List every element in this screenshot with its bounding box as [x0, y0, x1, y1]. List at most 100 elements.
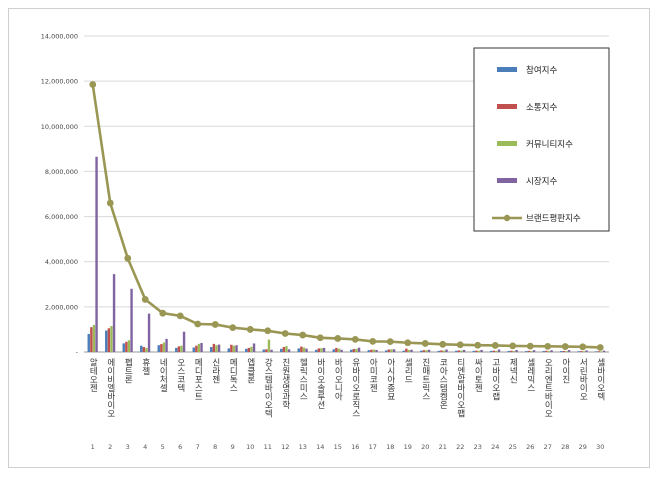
x-rank-label: 22 — [456, 443, 464, 451]
bar-소통지수 — [370, 349, 373, 352]
bar-참여지수 — [385, 350, 388, 352]
point-브랜드평판지수 — [281, 330, 289, 337]
bar-커뮤니티지수 — [127, 340, 131, 352]
bar-참여지수 — [472, 350, 475, 352]
point-브랜드평판지수 — [579, 343, 587, 351]
point-브랜드평판지수 — [509, 342, 517, 350]
bar-시장지수 — [305, 348, 308, 352]
bar-커뮤니티지수 — [92, 324, 96, 352]
bar-커뮤니티지수 — [600, 351, 603, 352]
bar-소통지수 — [562, 350, 566, 352]
point-브랜드평판지수 — [456, 341, 464, 349]
bar-시장지수 — [340, 349, 343, 352]
y-tick-label: 4,000,000 — [45, 258, 78, 266]
x-rank-label: 11 — [264, 443, 272, 451]
bar-참여지수 — [297, 348, 300, 352]
bar-커뮤니티지수 — [250, 346, 253, 352]
bar-소통지수 — [107, 328, 111, 352]
bar-참여지수 — [350, 349, 353, 352]
bar-소통지수 — [457, 350, 461, 352]
bar-소통지수 — [195, 345, 198, 352]
bar-소통지수 — [335, 347, 338, 352]
point-브랜드평판지수 — [561, 343, 569, 350]
legend-label: 커뮤니티지수 — [526, 139, 573, 150]
bar-참여지수 — [437, 350, 440, 352]
bar-소통지수 — [142, 347, 146, 352]
bar-시장지수 — [95, 156, 98, 352]
x-rank-label: 5 — [161, 443, 165, 451]
bar-참여지수 — [315, 349, 318, 352]
bar-시장지수 — [375, 349, 378, 352]
bar-시장지수 — [322, 347, 326, 352]
bar-참여지수 — [507, 350, 510, 352]
point-브랜드평판지수 — [194, 320, 202, 328]
point-브랜드평판지수 — [299, 331, 307, 339]
point-브랜드평판지수 — [124, 254, 132, 262]
y-tick-label: 8,000,000 — [45, 168, 78, 176]
bar-소통지수 — [125, 341, 128, 352]
legend-label: 참여지수 — [526, 65, 557, 76]
bar-커뮤니티지수 — [267, 339, 271, 352]
x-rank-label: 28 — [561, 443, 569, 451]
x-rank-label: 6 — [178, 443, 182, 451]
bar-소통지수 — [475, 350, 478, 352]
bar-시장지수 — [515, 349, 518, 352]
legend-label: 브랜드평판지수 — [526, 213, 581, 224]
bar-커뮤니티지수 — [337, 348, 341, 352]
bar-커뮤니티지수 — [582, 351, 586, 352]
bar-소통지수 — [177, 346, 181, 352]
point-브랜드평판지수 — [176, 312, 184, 320]
x-rank-label: 19 — [404, 443, 412, 451]
bar-소통지수 — [265, 349, 268, 352]
bar-커뮤니티지수 — [180, 345, 183, 352]
legend-label: 시장지수 — [526, 176, 557, 187]
brand-reputation-chart: 14,000,00012,000,00010,000,0008,000,0006… — [41, 33, 610, 451]
x-category-label: 싸이토젠 — [473, 357, 483, 392]
bar-참여지수 — [245, 348, 248, 352]
bar-소통지수 — [212, 343, 216, 352]
bar-커뮤니티지수 — [110, 326, 113, 352]
bar-소통지수 — [352, 349, 356, 352]
bar-커뮤니티지수 — [390, 349, 393, 352]
bar-시장지수 — [585, 350, 588, 352]
x-rank-label: 23 — [474, 443, 482, 451]
legend-swatch — [497, 104, 517, 109]
bar-소통지수 — [527, 350, 531, 352]
x-rank-label: 17 — [369, 443, 377, 451]
x-category-label: 유바이오로직스 — [350, 358, 360, 418]
bar-참여지수 — [140, 345, 143, 352]
y-tick-label: 12,000,000 — [41, 78, 78, 86]
bar-참여지수 — [420, 350, 423, 352]
x-category-label: 네이처셀 — [158, 358, 168, 392]
point-브랜드평판지수 — [264, 327, 272, 335]
x-category-label: 휴젤 — [140, 358, 150, 375]
bar-커뮤니티지수 — [460, 350, 463, 352]
x-rank-label: 8 — [213, 443, 217, 451]
bar-시장지수 — [480, 349, 483, 352]
chart-frame: 14,000,000 12,000,000 10,000,000 8,000,000 6… — [8, 8, 650, 468]
x-category-label: 오스코텍 — [175, 358, 185, 393]
bar-시장지수 — [392, 349, 396, 352]
bar-소통지수 — [90, 327, 93, 352]
y-tick-label: - — [76, 349, 79, 357]
bar-참여지수 — [595, 351, 598, 352]
bar-참여지수 — [542, 350, 545, 352]
bar-커뮤니티지수 — [425, 350, 428, 352]
bar-참여지수 — [280, 348, 283, 352]
bar-참여지수 — [175, 347, 178, 352]
x-category-label: 바이오솔루션 — [315, 357, 325, 409]
bar-시장지수 — [270, 349, 273, 352]
x-category-label: 메디포스트 — [193, 358, 203, 401]
bar-커뮤니티지수 — [495, 350, 498, 352]
bar-소통지수 — [300, 346, 303, 352]
point-브랜드평판지수 — [386, 338, 394, 346]
x-category-label: 셀리드 — [403, 357, 413, 383]
x-rank-label: 12 — [281, 443, 289, 451]
bar-시장지수 — [497, 349, 501, 352]
point-브랜드평판지수 — [439, 340, 447, 348]
x-category-label: 셀레믹스 — [525, 357, 535, 392]
x-rank-label: 16 — [351, 443, 359, 451]
x-category-label: 신라젠 — [210, 358, 220, 384]
x-category-label: 코아스템켐온 — [438, 358, 448, 409]
legend-swatch — [497, 67, 517, 72]
